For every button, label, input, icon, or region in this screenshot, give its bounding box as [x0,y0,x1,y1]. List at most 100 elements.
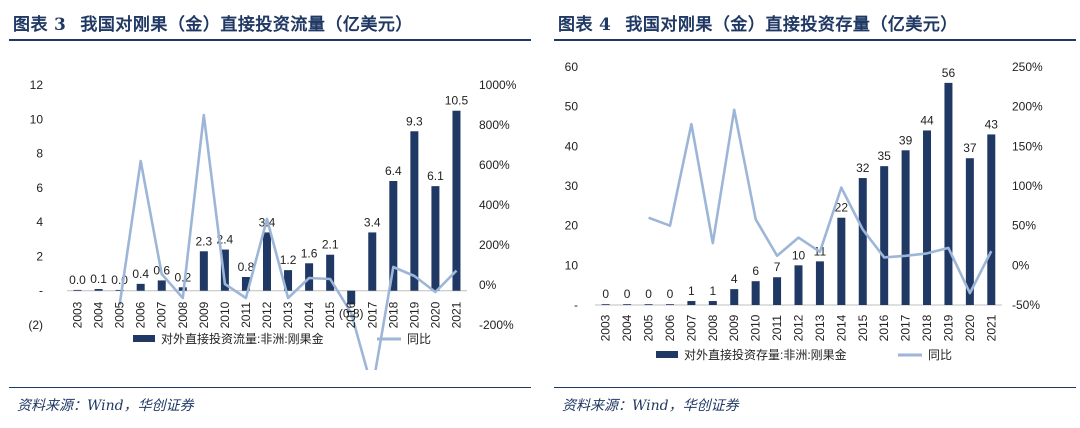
bar-data-label: 39 [899,133,913,147]
figure-3-bottom-rule [9,387,531,388]
right-axis-tick-label: 800% [479,118,510,132]
bar [115,289,124,291]
right-axis-tick-label: 600% [479,158,510,172]
x-tick-label: 2017 [899,314,913,341]
x-tick-label: 2004 [92,301,106,328]
x-tick-label: 2020 [428,301,442,328]
x-tick-label: 2010 [749,314,763,341]
bar [326,254,335,291]
bar [773,277,782,305]
bar-data-label: 10.5 [445,94,469,108]
bar [284,270,293,291]
bar-data-label: 0.8 [238,260,255,274]
right-axis-tick-label: 0% [479,278,497,292]
figure-3-top-rule [9,39,531,41]
bar [965,158,974,305]
bar-data-label: 56 [942,66,956,80]
yoy-line [118,113,458,370]
bar [368,232,377,291]
legend-bar-label: 对外直接投资流量:非洲:刚果金 [161,331,324,346]
left-axis-tick-label: 60 [565,60,579,74]
bar [837,217,846,305]
figure-3-chart: (2) - 2 4 6 8 10 12 -200% 0% 200% 400% 600% 800% 1000%… [28,78,517,370]
legend-bar-swatch [656,351,678,358]
x-tick-label: 2005 [642,314,656,341]
right-axis-tick-label: 1000% [479,78,517,92]
bar-data-label: 0.4 [132,267,149,281]
bar [136,283,145,291]
bar [944,82,953,305]
bar [431,186,440,291]
x-tick-label: 2018 [920,314,934,341]
bar-data-label: 1 [688,284,695,298]
x-tick-label: 2004 [620,314,634,341]
bar-data-label: 0 [645,287,652,301]
x-tick-label: 2011 [239,302,253,328]
right-axis-tick-label: 0% [1012,258,1030,272]
x-tick-label: 2007 [155,301,169,328]
figure-4-title-text: 我国对刚果（金）直接投资存量（亿美元） [625,15,958,35]
x-tick-label: 2019 [407,301,421,328]
bar [157,280,166,291]
bar-data-label: 0 [602,287,609,301]
left-axis-tick-label: 40 [565,139,579,153]
figure-3-source: 资料来源：Wind，华创证券 [17,398,194,414]
bar [601,304,610,305]
x-tick-label: 2018 [386,301,400,328]
x-tick-label: 2013 [281,301,295,328]
legend-bar-swatch [133,335,155,342]
bar-data-label: 1 [709,284,716,298]
x-tick-label: 2005 [113,301,127,328]
x-tick-label: 2007 [684,314,698,341]
x-tick-label: 2015 [323,301,337,328]
x-tick-label: 2019 [941,314,955,341]
bar-data-label: 0 [667,287,674,301]
bar-data-label: 7 [774,260,781,274]
figure-4-panel: 图表 4 我国对刚果（金）直接投资存量（亿美元） -10 20 30 40 50 60 -50%… [550,0,1080,428]
x-tick-label: 2013 [813,314,827,341]
bar-data-label: 0.0 [111,273,128,287]
bar-data-label: 2.1 [322,238,339,252]
bar [452,110,461,291]
x-tick-label: 2012 [260,301,274,328]
bar [880,166,889,305]
figure-4-prefix: 图表 [558,15,593,35]
x-tick-label: 2014 [834,314,848,341]
bar-data-label: 6.4 [385,164,402,178]
bar [623,304,632,305]
bar-data-label: 9.3 [406,114,423,128]
bar-data-label: 37 [963,141,977,155]
left-axis-tick-label: 50 [565,100,579,114]
x-tick-label: 2009 [197,301,211,328]
x-tick-label: 2017 [365,301,379,328]
figure-4-top-rule [554,39,1076,41]
bar [94,289,103,291]
bar [858,178,867,305]
bar [199,251,208,291]
bar-data-label: 4 [731,272,738,286]
bar-data-label: 0.1 [90,272,107,286]
x-tick-label: 2020 [963,314,977,341]
figure-4-bottom-rule [554,387,1076,388]
right-axis-tick-label: 100% [1012,179,1043,193]
bar [220,249,229,291]
right-axis-tick-label: -50% [1012,298,1040,312]
legend-bar-label: 对外直接投资存量:非洲:刚果金 [684,347,847,362]
left-axis-tick-label: (2) [28,318,43,332]
bar [73,289,82,291]
figure-3-title-text: 我国对刚果（金）直接投资流量（亿美元） [80,15,413,35]
left-axis-tick-label: 10 [565,258,579,272]
right-axis-tick-label: 150% [1012,139,1043,153]
right-axis-tick-label: 50% [1012,219,1036,233]
bar-data-label: 6 [752,264,759,278]
right-axis-tick-label: 250% [1012,60,1043,74]
bar-data-label: 3.4 [364,215,381,229]
bar [708,301,717,305]
figure-4-title: 图表 4 我国对刚果（金）直接投资存量（亿美元） [558,10,958,35]
bar-data-label: 0.0 [69,273,86,287]
x-tick-label: 2006 [663,314,677,341]
left-axis-tick-label: 4 [36,215,43,229]
bar-data-label: 32 [856,161,870,175]
x-tick-label: 2021 [449,301,463,328]
